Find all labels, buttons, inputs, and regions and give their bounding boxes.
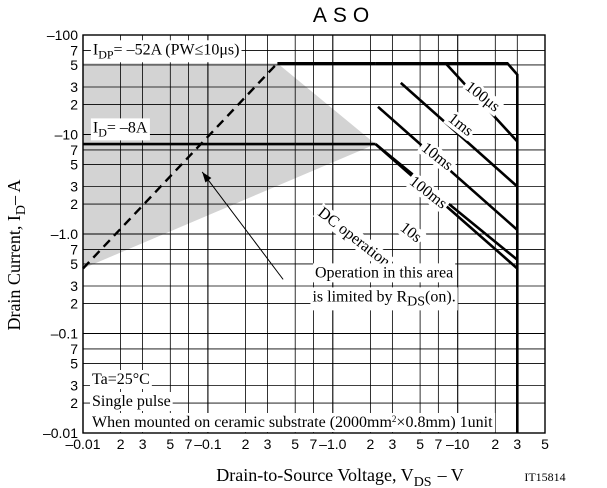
curve-label-c100ms: 100ms	[404, 171, 452, 214]
y-tick-label: 2	[70, 296, 78, 312]
rds-limit-line	[82, 62, 279, 270]
plot-frame	[82, 34, 546, 434]
condition-temperature: Ta=25°C	[90, 370, 152, 389]
svg-text:is limited by RDS(on).: is limited by RDS(on).	[312, 288, 455, 309]
x-tick-label: 5	[291, 436, 299, 452]
x-tick-label: 3	[388, 436, 396, 452]
svg-text:100ms: 100ms	[406, 173, 450, 213]
condition-substrate: When mounted on ceramic substrate (2000m…	[90, 413, 496, 432]
y-tick-label: 2	[70, 97, 78, 113]
y-tick-label: 3	[70, 378, 78, 394]
y-tick-label: –1.0	[51, 226, 78, 242]
x-tick-label: 5	[541, 436, 549, 452]
y-axis-title: Drain Current, ID– A	[4, 179, 29, 330]
condition-pulse: Single pulse	[90, 392, 173, 411]
y-tick-label: 5	[70, 256, 78, 272]
svg-text:When mounted on ceramic substr: When mounted on ceramic substrate (2000m…	[92, 414, 493, 431]
x-tick-label: –10	[446, 436, 470, 452]
x-tick-label: 7	[185, 436, 193, 452]
x-tick-label: –0.1	[194, 436, 221, 452]
y-tick-label: –10	[55, 127, 79, 143]
y-tick-label: 7	[70, 42, 78, 58]
series-line-3	[399, 81, 519, 188]
tick-label-layer: –0.01 2 3 5 7 –0.1 2 3 5 7 –1.0 2 3 5 7 –10 2 3 5–1007532–…	[43, 27, 549, 452]
y-tick-label: 7	[70, 142, 78, 158]
y-tick-label: 3	[70, 179, 78, 195]
y-tick-label: –0.1	[51, 326, 78, 342]
x-axis-title: Drain-to-Source Voltage, VDS – V	[216, 465, 464, 488]
figure-id: IT15814	[524, 470, 565, 484]
x-tick-label: 7	[434, 436, 442, 452]
y-tick-label: 3	[70, 278, 78, 294]
x-tick-label: –0.01	[65, 436, 100, 452]
x-tick-label: 3	[264, 436, 272, 452]
svg-text:IDP= –52A (PW≤10μs): IDP= –52A (PW≤10μs)	[93, 41, 240, 61]
callout-line-1: Operation in this area	[313, 263, 456, 283]
x-tick-label: 3	[513, 436, 521, 452]
grid-layer	[82, 34, 546, 434]
curve-label-cdc: DC operation	[312, 202, 395, 273]
y-tick-label: 3	[70, 79, 78, 95]
svg-text:ID= –8A: ID= –8A	[93, 119, 148, 139]
y-tick-label: 2	[70, 395, 78, 411]
y-tick-label: 5	[70, 156, 78, 172]
curve-label-c10s: 10s	[395, 217, 427, 248]
callout-arrow-head	[202, 172, 212, 183]
y-tick-label: –100	[47, 27, 78, 43]
x-tick-label: 7	[310, 436, 318, 452]
rds-limited-region	[83, 63, 376, 269]
svg-text:10s: 10s	[397, 219, 425, 246]
x-tick-label: 2	[242, 436, 250, 452]
x-tick-label: 2	[117, 436, 125, 452]
svg-text:DC operation: DC operation	[314, 204, 393, 271]
annotation-id: ID= –8A	[90, 118, 150, 141]
callout-line-2: is limited by RDS(on).	[310, 287, 458, 311]
svg-text:Operation in this area: Operation in this area	[315, 264, 453, 281]
x-tick-label: 5	[416, 436, 424, 452]
svg-text:Single pulse: Single pulse	[92, 393, 171, 410]
series-line-1	[375, 62, 519, 433]
shaded-area-layer	[83, 63, 376, 269]
y-tick-label: 7	[70, 341, 78, 357]
chart-title: ASO	[313, 4, 375, 27]
curve-label-c100us: 100μs	[460, 76, 505, 117]
y-tick-label: 2	[70, 196, 78, 212]
y-tick-label: 7	[70, 241, 78, 257]
x-tick-label: 2	[366, 436, 374, 452]
svg-text:100μs: 100μs	[462, 78, 503, 115]
x-tick-label: 3	[139, 436, 147, 452]
x-tick-label: –1.0	[319, 436, 346, 452]
annotation-idp: IDP= –52A (PW≤10μs)	[90, 40, 242, 63]
x-tick-label: 2	[491, 436, 499, 452]
y-tick-label: –0.01	[43, 425, 78, 441]
svg-text:Drain Current, ID– A: Drain Current, ID– A	[4, 179, 29, 330]
curve-label-c10ms: 10ms	[416, 138, 458, 176]
svg-text:Ta=25°C: Ta=25°C	[92, 371, 150, 388]
y-tick-label: 5	[70, 355, 78, 371]
callout-arrow-line	[201, 171, 284, 280]
x-tick-label: 5	[166, 436, 174, 452]
y-tick-label: 5	[70, 57, 78, 73]
